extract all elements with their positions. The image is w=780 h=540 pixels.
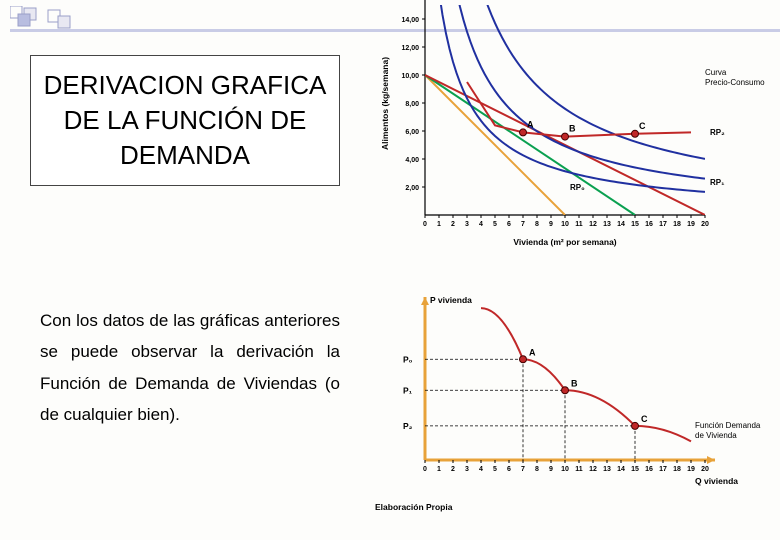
svg-text:2: 2 (451, 221, 455, 228)
svg-text:0: 0 (423, 466, 427, 473)
svg-text:16: 16 (645, 221, 653, 228)
svg-text:8,00: 8,00 (405, 101, 419, 108)
svg-text:Curva: Curva (705, 68, 727, 77)
svg-text:6: 6 (507, 466, 511, 473)
svg-text:B: B (571, 378, 578, 388)
svg-text:16: 16 (645, 466, 653, 473)
svg-text:P vivienda: P vivienda (430, 295, 472, 305)
svg-text:19: 19 (687, 221, 695, 228)
svg-text:Alimentos (kg/semana): Alimentos (kg/semana) (380, 57, 390, 150)
svg-text:RP₁: RP₁ (710, 178, 725, 187)
svg-text:15: 15 (631, 221, 639, 228)
svg-text:Q vivienda: Q vivienda (695, 476, 738, 486)
svg-text:9: 9 (549, 221, 553, 228)
svg-text:14,00: 14,00 (401, 17, 419, 24)
svg-text:1: 1 (437, 221, 441, 228)
svg-text:10: 10 (561, 466, 569, 473)
svg-text:3: 3 (465, 221, 469, 228)
svg-text:P₀: P₀ (403, 354, 413, 364)
svg-text:2,00: 2,00 (405, 185, 419, 192)
svg-text:6,00: 6,00 (405, 129, 419, 136)
svg-text:4,00: 4,00 (405, 157, 419, 164)
chart-demand-function: 01234567891011121314151617181920P vivien… (370, 285, 770, 515)
svg-text:P₁: P₁ (403, 385, 413, 395)
svg-text:B: B (569, 124, 576, 134)
svg-text:Elaboración Propia: Elaboración Propia (375, 502, 453, 512)
svg-text:11: 11 (575, 466, 583, 473)
svg-text:17: 17 (659, 466, 667, 473)
svg-text:10,00: 10,00 (401, 73, 419, 80)
svg-text:C: C (639, 121, 646, 131)
svg-text:10: 10 (561, 221, 569, 228)
svg-text:12: 12 (589, 466, 597, 473)
svg-text:18: 18 (673, 466, 681, 473)
svg-text:5: 5 (493, 221, 497, 228)
svg-text:11: 11 (575, 221, 583, 228)
svg-text:12: 12 (589, 221, 597, 228)
svg-text:13: 13 (603, 221, 611, 228)
svg-text:4: 4 (479, 466, 483, 473)
svg-text:6: 6 (507, 221, 511, 228)
svg-text:18: 18 (673, 221, 681, 228)
svg-text:8: 8 (535, 466, 539, 473)
svg-text:9: 9 (549, 466, 553, 473)
svg-text:0: 0 (423, 221, 427, 228)
svg-text:Función Demanda: Función Demanda (695, 421, 761, 430)
svg-text:15: 15 (631, 466, 639, 473)
svg-text:17: 17 (659, 221, 667, 228)
svg-text:20: 20 (701, 221, 709, 228)
svg-text:3: 3 (465, 466, 469, 473)
svg-text:Vivienda (m² por semana): Vivienda (m² por semana) (513, 237, 616, 247)
svg-text:12,00: 12,00 (401, 45, 419, 52)
svg-text:13: 13 (603, 466, 611, 473)
chart-price-consumption: 2,004,006,008,0010,0012,0014,00012345678… (370, 0, 770, 270)
svg-text:4: 4 (479, 221, 483, 228)
svg-text:19: 19 (687, 466, 695, 473)
slide-body: Con los datos de las gráficas anteriores… (40, 305, 340, 431)
corner-decor (10, 6, 160, 24)
svg-text:14: 14 (617, 466, 625, 473)
svg-text:14: 14 (617, 221, 625, 228)
svg-text:Precio-Consumo: Precio-Consumo (705, 78, 765, 87)
svg-text:RP₀: RP₀ (570, 183, 585, 192)
svg-text:20: 20 (701, 466, 709, 473)
svg-text:A: A (527, 119, 534, 129)
svg-text:2: 2 (451, 466, 455, 473)
svg-text:A: A (529, 347, 536, 357)
svg-text:8: 8 (535, 221, 539, 228)
svg-text:de Vivienda: de Vivienda (695, 431, 737, 440)
slide-title: DERIVACION GRAFICA DE LA FUNCIÓN DE DEMA… (30, 55, 340, 186)
svg-text:1: 1 (437, 466, 441, 473)
svg-text:5: 5 (493, 466, 497, 473)
svg-text:7: 7 (521, 466, 525, 473)
svg-text:P₂: P₂ (403, 421, 413, 431)
svg-text:C: C (641, 414, 648, 424)
svg-text:RP₂: RP₂ (710, 128, 725, 137)
svg-text:7: 7 (521, 221, 525, 228)
